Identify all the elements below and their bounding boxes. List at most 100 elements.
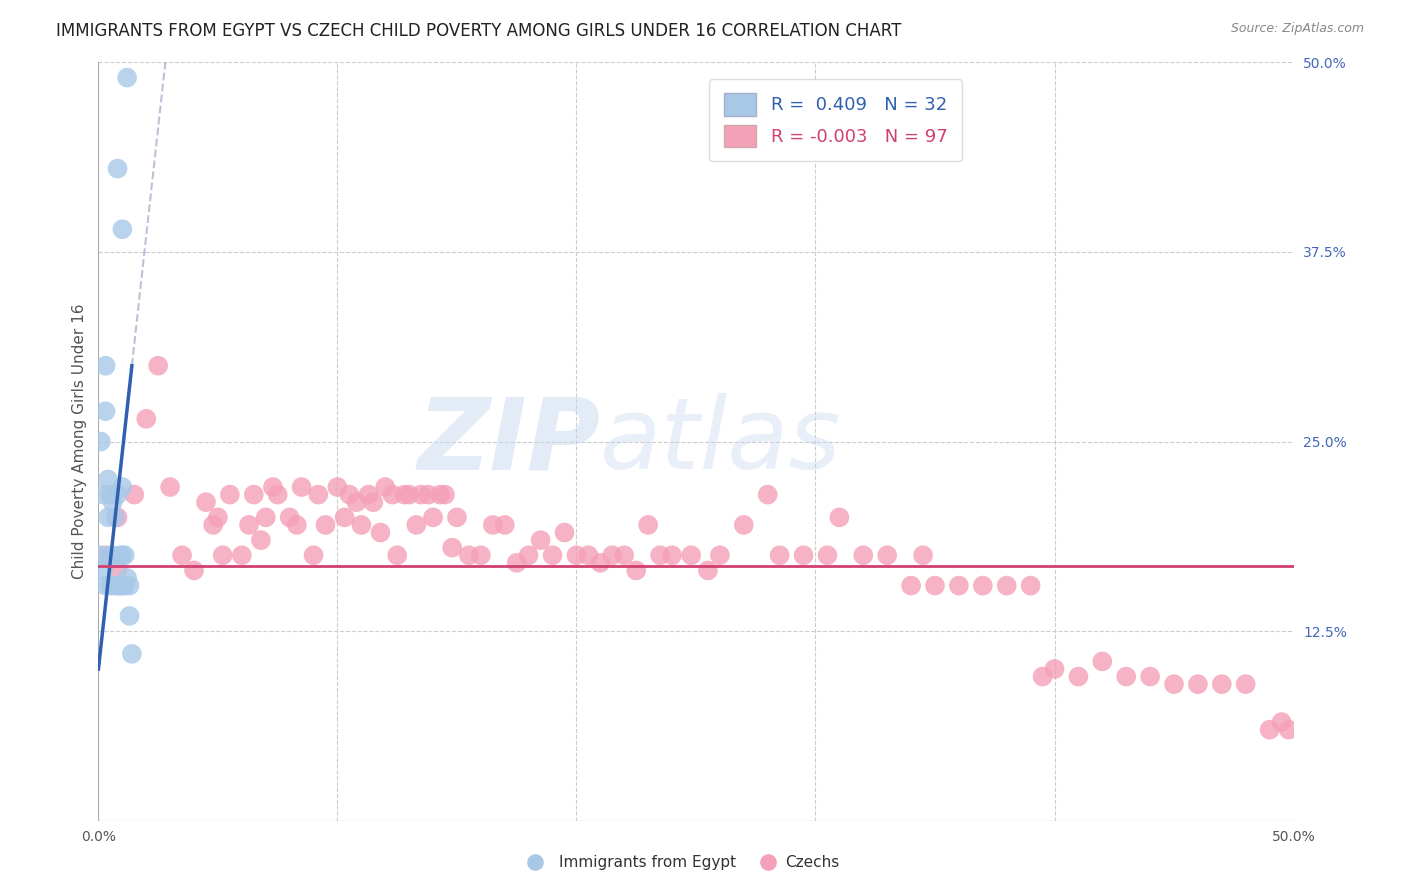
- Point: [159, 480, 181, 494]
- Point: [339, 487, 361, 501]
- Point: [104, 510, 127, 524]
- Point: [315, 517, 337, 532]
- Point: [172, 548, 194, 563]
- Point: [411, 487, 433, 501]
- Point: [815, 548, 838, 563]
- Point: [681, 548, 703, 563]
- Point: [924, 579, 946, 593]
- Point: [108, 579, 131, 593]
- Point: [434, 487, 457, 501]
- Point: [357, 487, 380, 501]
- Point: [458, 548, 481, 563]
- Point: [911, 548, 934, 563]
- Point: [441, 541, 464, 555]
- Point: [183, 564, 205, 578]
- Point: [768, 548, 790, 563]
- Point: [118, 608, 141, 623]
- Point: [107, 510, 129, 524]
- Point: [363, 495, 385, 509]
- Point: [429, 487, 451, 501]
- Point: [333, 510, 356, 524]
- Point: [697, 564, 720, 578]
- Text: Czechs: Czechs: [786, 855, 839, 870]
- Point: [506, 556, 529, 570]
- Point: [97, 473, 120, 487]
- Point: [97, 510, 120, 524]
- Text: Source: ZipAtlas.com: Source: ZipAtlas.com: [1230, 22, 1364, 36]
- Point: [578, 548, 600, 563]
- Point: [381, 487, 404, 501]
- Point: [91, 564, 114, 578]
- Point: [900, 579, 922, 593]
- Point: [90, 434, 112, 449]
- Point: [98, 579, 122, 593]
- Point: [494, 517, 516, 532]
- Point: [285, 517, 308, 532]
- Point: [111, 480, 134, 494]
- Point: [385, 548, 409, 563]
- Text: atlas: atlas: [600, 393, 842, 490]
- Point: [565, 548, 588, 563]
- Point: [1032, 669, 1054, 683]
- Point: [302, 548, 325, 563]
- Point: [602, 548, 624, 563]
- Point: [291, 480, 314, 494]
- Point: [1139, 669, 1161, 683]
- Point: [589, 556, 612, 570]
- Point: [1187, 677, 1209, 691]
- Point: [350, 517, 373, 532]
- Point: [124, 487, 146, 501]
- Point: [1211, 677, 1233, 691]
- Point: [793, 548, 815, 563]
- Point: [852, 548, 875, 563]
- Point: [101, 548, 124, 563]
- Point: [101, 495, 124, 509]
- Point: [115, 571, 138, 585]
- Point: [107, 487, 129, 501]
- Point: [94, 404, 117, 418]
- Point: [94, 548, 117, 563]
- Text: ZIP: ZIP: [418, 393, 600, 490]
- Point: [267, 487, 290, 501]
- Point: [326, 480, 349, 494]
- Point: [108, 548, 131, 563]
- Point: [254, 510, 277, 524]
- Point: [307, 487, 329, 501]
- Point: [517, 548, 540, 563]
- Point: [613, 548, 636, 563]
- Point: [422, 510, 444, 524]
- Point: [98, 548, 122, 563]
- Point: [554, 525, 576, 540]
- Point: [1163, 677, 1185, 691]
- Text: Immigrants from Egypt: Immigrants from Egypt: [558, 855, 735, 870]
- Point: [637, 517, 659, 532]
- Point: [121, 647, 143, 661]
- Point: [94, 579, 117, 593]
- Point: [219, 487, 242, 501]
- Point: [1067, 669, 1090, 683]
- Point: [118, 579, 141, 593]
- Point: [91, 487, 114, 501]
- Text: IMMIGRANTS FROM EGYPT VS CZECH CHILD POVERTY AMONG GIRLS UNDER 16 CORRELATION CH: IMMIGRANTS FROM EGYPT VS CZECH CHILD POV…: [56, 22, 901, 40]
- Point: [104, 579, 127, 593]
- Point: [1043, 662, 1066, 676]
- Point: [756, 487, 779, 501]
- Point: [995, 579, 1018, 593]
- Point: [107, 564, 129, 578]
- Point: [107, 579, 129, 593]
- Point: [90, 548, 112, 563]
- Point: [94, 359, 117, 373]
- Point: [876, 548, 898, 563]
- Point: [207, 510, 229, 524]
- Point: [733, 517, 755, 532]
- Point: [1091, 655, 1114, 669]
- Point: [394, 487, 416, 501]
- Point: [405, 517, 427, 532]
- Point: [481, 517, 505, 532]
- Point: [195, 495, 218, 509]
- Point: [111, 579, 134, 593]
- Point: [111, 222, 134, 236]
- Point: [202, 517, 225, 532]
- Point: [98, 487, 122, 501]
- Point: [828, 510, 851, 524]
